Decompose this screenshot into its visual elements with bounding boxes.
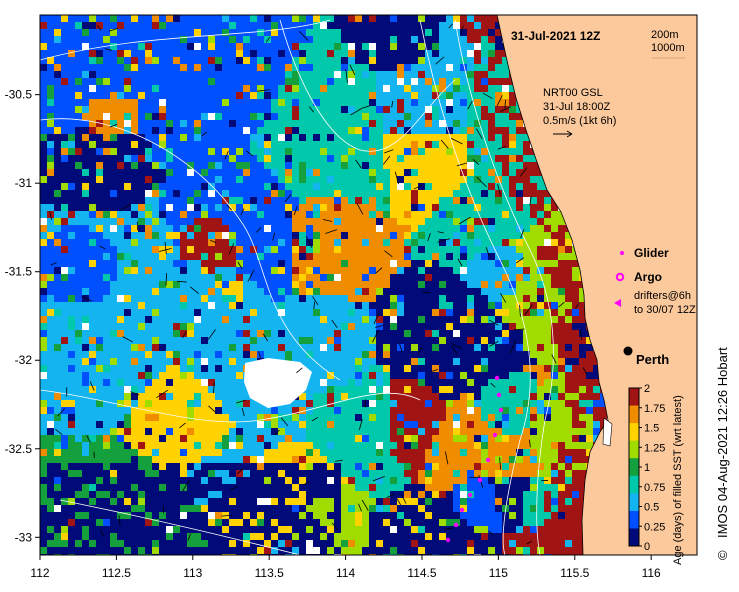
perth-city-marker bbox=[623, 346, 633, 356]
bathymetry-contours bbox=[40, 19, 554, 555]
colorbar-tick-label: 1.75 bbox=[644, 403, 665, 415]
x-tick-label: 113.5 bbox=[255, 566, 284, 580]
colorbar-segment bbox=[629, 510, 639, 529]
sst-age-pixel-field bbox=[40, 15, 614, 555]
x-tick-label: 113 bbox=[183, 566, 202, 580]
copyright-symbol: © bbox=[715, 550, 730, 560]
colorbar-tick-label: 0.5 bbox=[644, 502, 659, 514]
colorbar-label: Age (days) of filled SST (wrt latest) bbox=[672, 395, 684, 565]
y-tick-label: -30.5 bbox=[5, 88, 33, 102]
current-vectors bbox=[49, 23, 588, 545]
argo-legend-label: Argo bbox=[634, 270, 662, 284]
x-tick-label: 116 bbox=[642, 566, 661, 580]
colorbar-tick-label: 1.25 bbox=[644, 442, 665, 454]
drifter-legend-label-1: drifters@6h bbox=[634, 290, 691, 302]
perth-city-label: Perth bbox=[636, 352, 669, 367]
y-tick-label: -33 bbox=[15, 530, 33, 544]
x-tick-label: 115 bbox=[489, 566, 508, 580]
drifter-legend-label-2: to 30/07 12Z bbox=[634, 304, 696, 316]
x-tick-label: 115.5 bbox=[560, 566, 589, 580]
credit-text: IMOS 04-Aug-2021 12:26 Hobart bbox=[715, 347, 730, 538]
colorbar-segment bbox=[629, 475, 639, 494]
y-tick-label: -32.5 bbox=[5, 442, 33, 456]
colorbar-segment bbox=[629, 528, 639, 547]
drifter-legend-icon bbox=[614, 299, 621, 307]
current-scale-label: 0.5m/s (1kt 6h) bbox=[543, 115, 616, 127]
plot-frame bbox=[39, 14, 698, 556]
glider-legend-label: Glider bbox=[634, 246, 669, 260]
y-axis: -30.5 -31 -31.5 -32 -32.5 -33 bbox=[5, 88, 40, 544]
colorbar-tick-label: 0 bbox=[644, 541, 650, 553]
argo-legend-icon bbox=[615, 272, 625, 282]
x-tick-label: 112.5 bbox=[102, 566, 131, 580]
colorbar-tick-label: 2 bbox=[644, 383, 650, 395]
y-tick-label: -31.5 bbox=[5, 265, 33, 279]
coastal-lagoon bbox=[602, 417, 613, 447]
x-tick-label: 112 bbox=[30, 566, 49, 580]
y-tick-label: -31 bbox=[15, 176, 33, 190]
observation-markers bbox=[445, 375, 504, 543]
map-title: 31-Jul-2021 12Z bbox=[511, 29, 600, 43]
y-tick-label: -32 bbox=[15, 353, 33, 367]
colorbar-tick-label: 1.5 bbox=[644, 423, 659, 435]
colorbar-segment bbox=[629, 458, 639, 477]
colorbar-segment bbox=[629, 423, 639, 442]
current-time-label: 31-Jul 18:00Z bbox=[543, 101, 611, 113]
current-scale-arrow bbox=[553, 130, 573, 138]
colorbar-segment bbox=[629, 388, 639, 407]
colorbar-tick-label: 0.75 bbox=[644, 482, 665, 494]
contour-label-200m: 200m bbox=[651, 29, 679, 41]
colorbar-segment bbox=[629, 440, 639, 459]
colorbar-tick-label: 1 bbox=[644, 462, 650, 474]
x-tick-label: 114.5 bbox=[407, 566, 436, 580]
colorbar-segment bbox=[629, 493, 639, 512]
colorbar: 0 0.25 0.5 0.75 1 1.25 1.5 1.75 2 bbox=[628, 383, 665, 553]
x-tick-label: 114 bbox=[336, 566, 355, 580]
contour-label-1000m: 1000m bbox=[651, 42, 685, 54]
x-axis: 112 112.5 113 113.5 114 114.5 115 115.5 116 bbox=[30, 555, 661, 580]
current-source-label: NRT00 GSL bbox=[543, 87, 603, 99]
colorbar-tick-label: 0.25 bbox=[644, 521, 665, 533]
colorbar-segment bbox=[629, 405, 639, 424]
land-mass-western-australia bbox=[496, 14, 698, 556]
glider-legend-icon bbox=[620, 251, 624, 255]
